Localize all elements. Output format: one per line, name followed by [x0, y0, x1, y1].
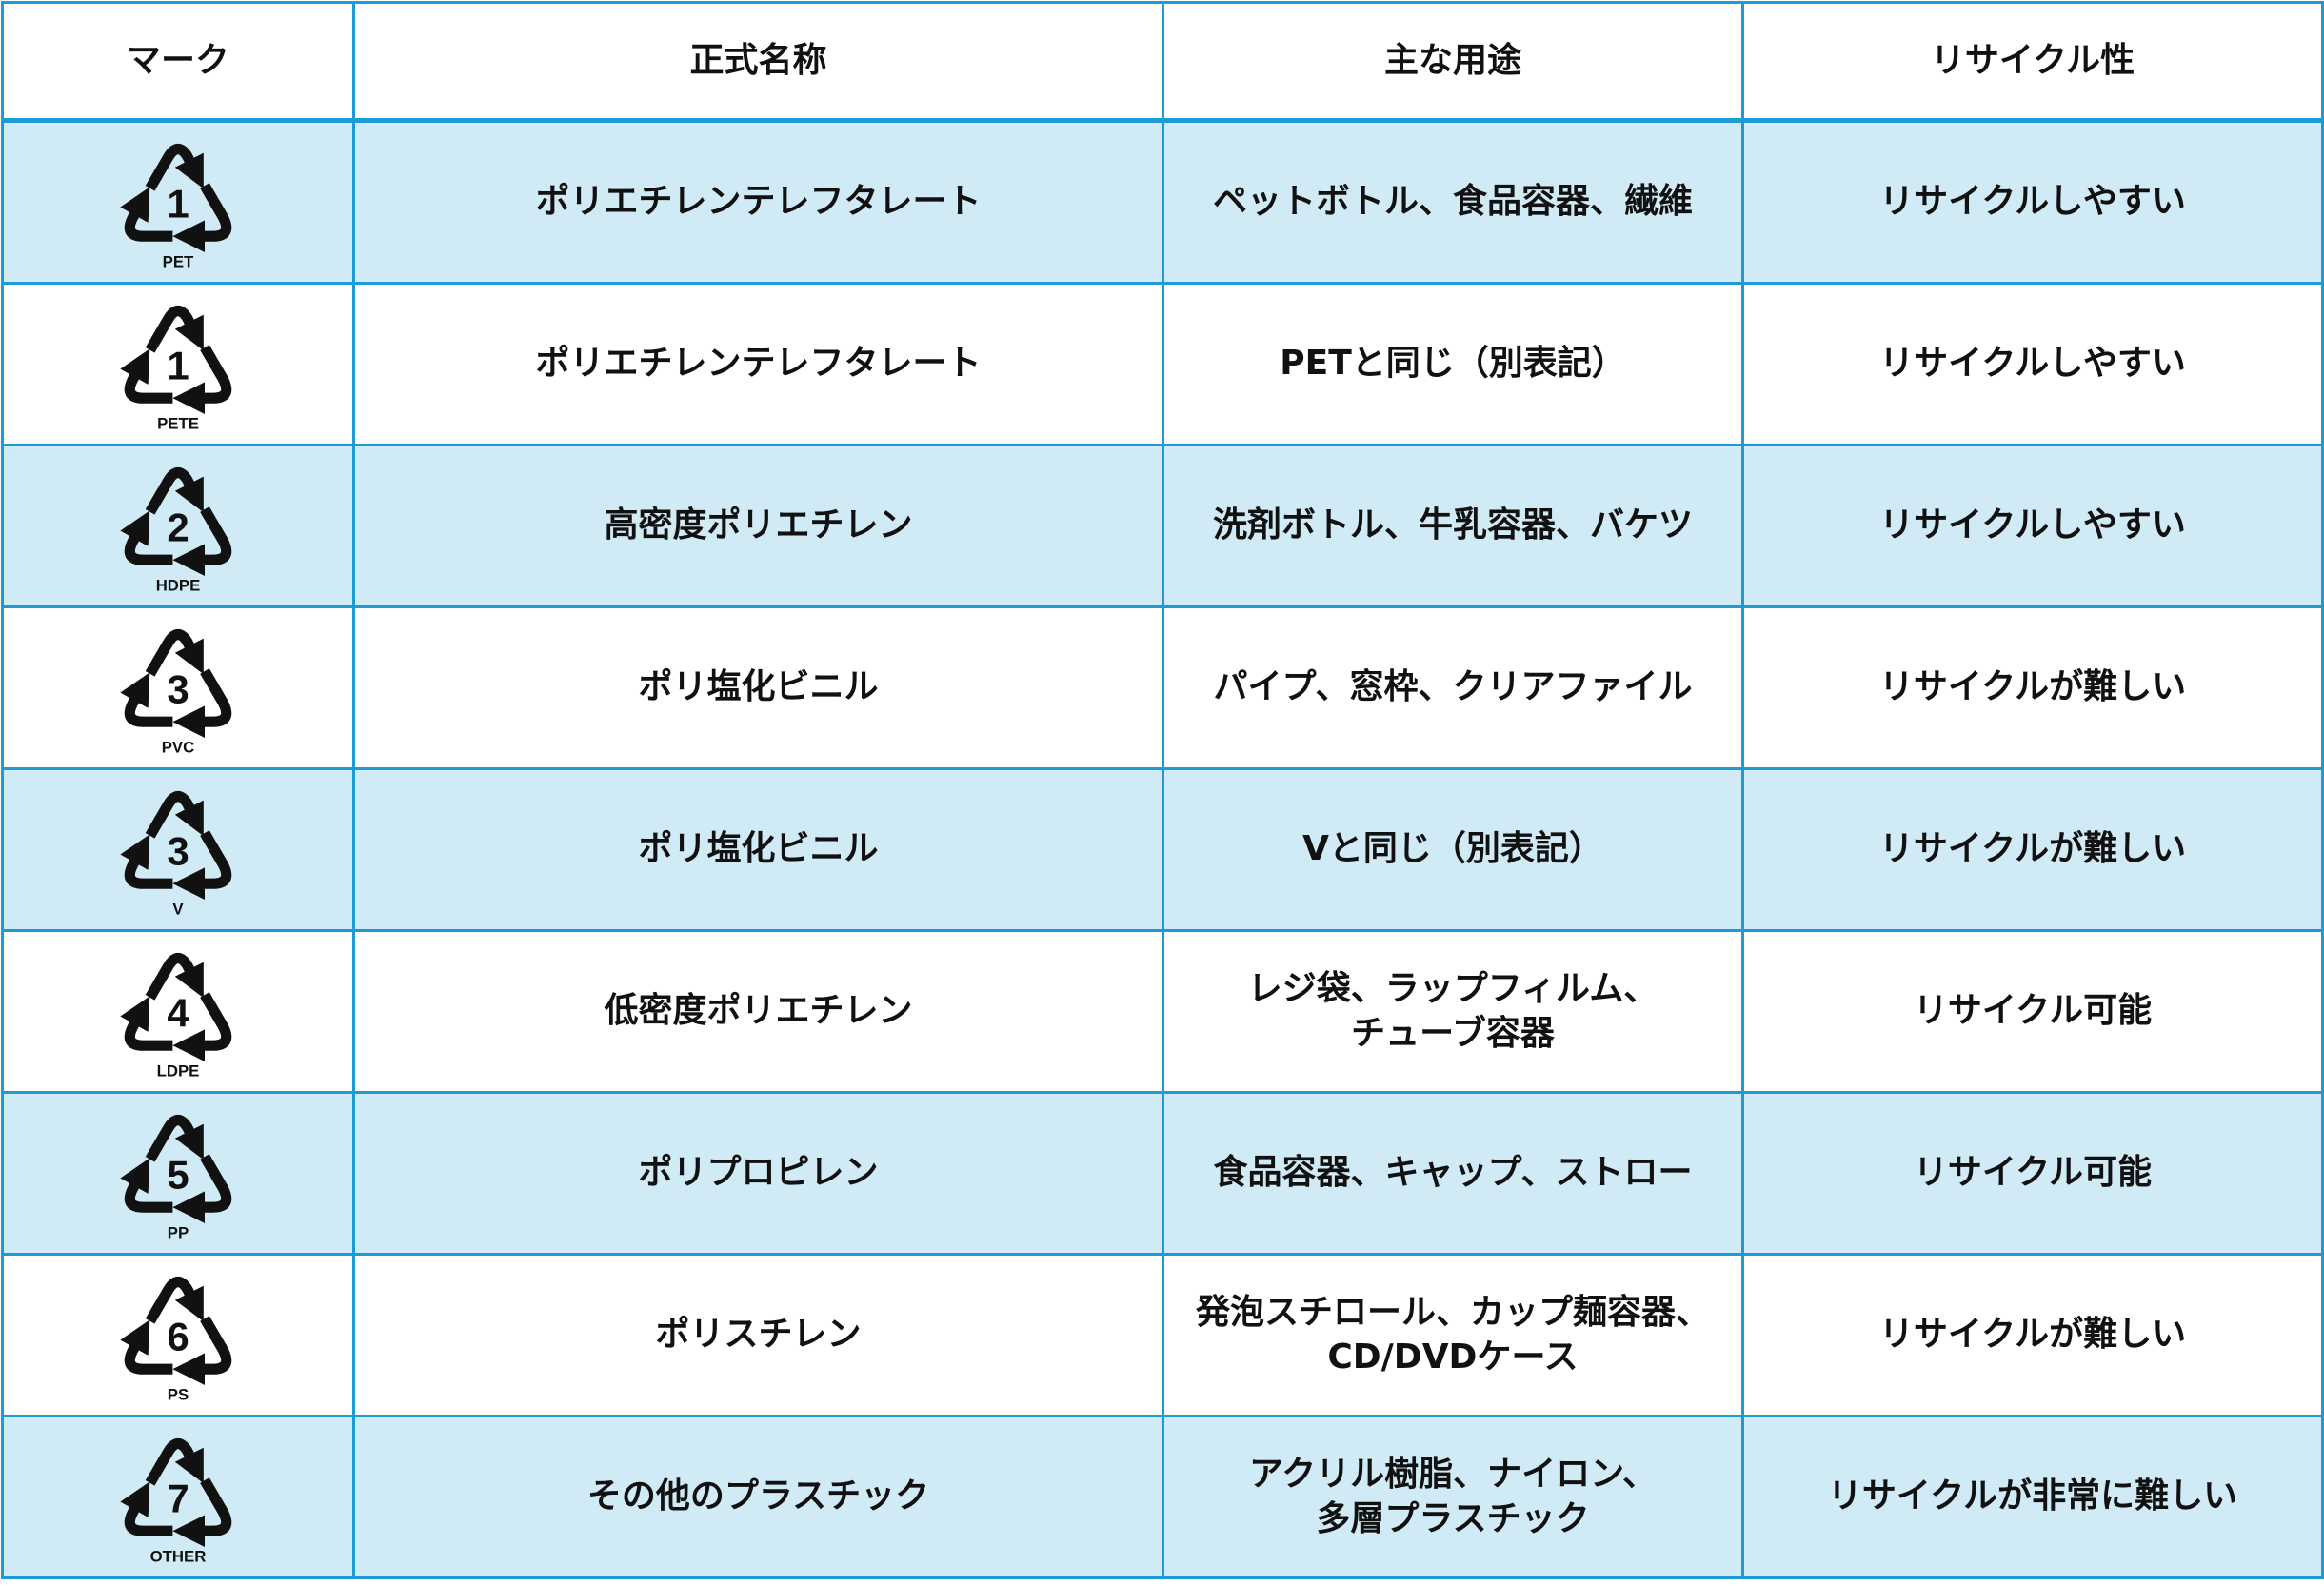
recycling-symbol-icon: 6 PS — [120, 1277, 232, 1403]
formal-name-cell: ポリスチレン — [352, 1253, 1164, 1417]
header-uses: 主な用途 — [1162, 1, 1744, 123]
resin-code: OTHER — [150, 1547, 207, 1565]
recyclability-cell: リサイクルしやすい — [1741, 119, 2324, 285]
recycling-symbol-icon: 3 V — [120, 791, 232, 918]
recycling-symbol-icon: 4 LDPE — [120, 953, 232, 1080]
header-name: 正式名称 — [352, 1, 1164, 123]
uses-cell: パイプ、窓枠、クリアファイル — [1162, 605, 1744, 770]
mark-cell: 2 HDPE — [1, 444, 355, 608]
uses-cell: ペットボトル、食品容器、繊維 — [1162, 119, 1744, 285]
uses-cell: 発泡スチロール、カップ麺容器、 CD/DVDケース — [1162, 1253, 1744, 1417]
recycling-symbol-icon: 1 PETE — [120, 306, 232, 432]
formal-name-cell: ポリエチレンテレフタレート — [352, 282, 1164, 446]
table-row: 3 V ポリ塩化ビニル Vと同じ（別表記） リサイクルが難しい — [1, 767, 2324, 932]
recycling-symbol-icon: 5 PP — [120, 1115, 232, 1241]
recycling-symbol-icon: 7 OTHER — [120, 1438, 232, 1565]
recycling-symbol-icon: 3 PVC — [120, 629, 232, 756]
mark-cell: 7 OTHER — [1, 1415, 355, 1579]
formal-name-cell: 高密度ポリエチレン — [352, 444, 1164, 608]
formal-name-cell: その他のプラスチック — [352, 1415, 1164, 1579]
resin-code: PS — [168, 1385, 189, 1403]
resin-number: 6 — [167, 1315, 189, 1359]
resin-code: PET — [163, 252, 194, 270]
recyclability-cell: リサイクル可能 — [1741, 929, 2324, 1094]
formal-name-cell: 低密度ポリエチレン — [352, 929, 1164, 1094]
table-row: 3 PVC ポリ塩化ビニル パイプ、窓枠、クリアファイル リサイクルが難しい — [1, 605, 2324, 770]
resin-number: 2 — [167, 506, 189, 550]
table-row: 6 PS ポリスチレン 発泡スチロール、カップ麺容器、 CD/DVDケース リサ… — [1, 1253, 2324, 1417]
mark-cell: 3 PVC — [1, 605, 355, 770]
uses-cell: 洗剤ボトル、牛乳容器、バケツ — [1162, 444, 1744, 608]
resin-code: V — [172, 900, 184, 918]
recycling-symbol-icon: 2 HDPE — [120, 467, 232, 594]
mark-cell: 1 PETE — [1, 282, 355, 446]
recyclability-cell: リサイクルが難しい — [1741, 1253, 2324, 1417]
uses-cell: PETと同じ（別表記） — [1162, 282, 1744, 446]
mark-cell: 5 PP — [1, 1091, 355, 1256]
table-row: 4 LDPE 低密度ポリエチレン レジ袋、ラップフィルム、 チューブ容器 リサイ… — [1, 929, 2324, 1094]
uses-cell: 食品容器、キャップ、ストロー — [1162, 1091, 1744, 1256]
recyclability-cell: リサイクルしやすい — [1741, 282, 2324, 446]
formal-name-cell: ポリ塩化ビニル — [352, 605, 1164, 770]
formal-name-cell: ポリ塩化ビニル — [352, 767, 1164, 932]
recyclability-cell: リサイクルしやすい — [1741, 444, 2324, 608]
resin-number: 4 — [167, 991, 189, 1036]
resin-code: PP — [168, 1223, 189, 1241]
table-row: 5 PP ポリプロピレン 食品容器、キャップ、ストロー リサイクル可能 — [1, 1091, 2324, 1256]
table-row: 1 PET ポリエチレンテレフタレート ペットボトル、食品容器、繊維 リサイクル… — [1, 119, 2324, 285]
formal-name-cell: ポリプロピレン — [352, 1091, 1164, 1256]
recyclability-cell: リサイクルが非常に難しい — [1741, 1415, 2324, 1579]
resin-number: 7 — [167, 1477, 189, 1521]
resin-number: 1 — [167, 182, 189, 227]
recyclability-cell: リサイクル可能 — [1741, 1091, 2324, 1256]
recycling-symbol-icon: 1 PET — [120, 144, 232, 270]
uses-cell: レジ袋、ラップフィルム、 チューブ容器 — [1162, 929, 1744, 1094]
resin-code: PETE — [157, 414, 199, 432]
mark-cell: 3 V — [1, 767, 355, 932]
formal-name-cell: ポリエチレンテレフタレート — [352, 119, 1164, 285]
resin-code: LDPE — [157, 1061, 200, 1080]
resin-code: PVC — [162, 738, 195, 756]
recyclability-cell: リサイクルが難しい — [1741, 605, 2324, 770]
resin-number: 3 — [167, 829, 189, 874]
table-row: 1 PETE ポリエチレンテレフタレート PETと同じ（別表記） リサイクルしや… — [1, 282, 2324, 446]
resin-number: 1 — [167, 344, 189, 388]
mark-cell: 6 PS — [1, 1253, 355, 1417]
uses-cell: アクリル樹脂、ナイロン、 多層プラスチック — [1162, 1415, 1744, 1579]
header-recyclability: リサイクル性 — [1741, 1, 2324, 123]
mark-cell: 4 LDPE — [1, 929, 355, 1094]
resin-code: HDPE — [156, 576, 201, 594]
recyclability-cell: リサイクルが難しい — [1741, 767, 2324, 932]
resin-number: 3 — [167, 667, 189, 712]
table-row: 7 OTHER その他のプラスチック アクリル樹脂、ナイロン、 多層プラスチック… — [1, 1415, 2324, 1579]
table-row: 2 HDPE 高密度ポリエチレン 洗剤ボトル、牛乳容器、バケツ リサイクルしやす… — [1, 444, 2324, 608]
header-row: マーク 正式名称 主な用途 リサイクル性 — [1, 1, 2324, 123]
header-mark: マーク — [1, 1, 355, 123]
uses-cell: Vと同じ（別表記） — [1162, 767, 1744, 932]
resin-number: 5 — [167, 1153, 189, 1198]
mark-cell: 1 PET — [1, 119, 355, 285]
